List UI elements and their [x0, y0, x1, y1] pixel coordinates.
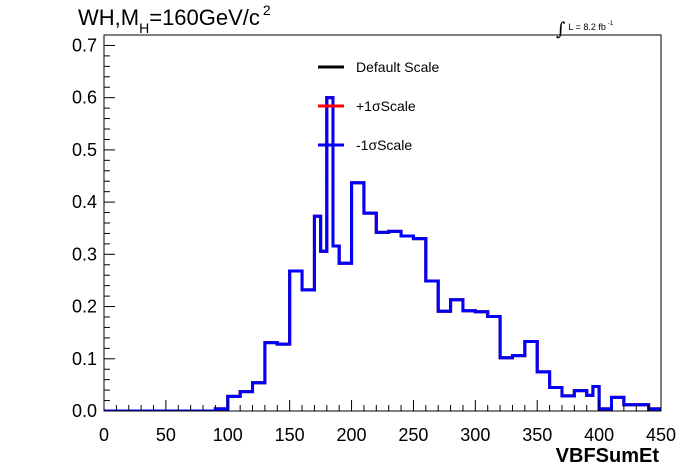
- y-tick-label: 0.6: [72, 88, 97, 108]
- title-superscript: 2: [262, 2, 271, 18]
- y-tick-label: 0.2: [72, 297, 97, 317]
- x-tick-label: 250: [398, 425, 428, 445]
- legend-label-1: +1σScale: [356, 98, 416, 114]
- luminosity-label: ∫ L = 8.2 fb -1: [556, 14, 614, 40]
- title-mass: =160GeV/c: [149, 5, 260, 30]
- legend-label-0: Default Scale: [356, 59, 439, 75]
- y-tick-label: 0.3: [72, 244, 97, 264]
- x-tick-label: 100: [213, 425, 243, 445]
- chart-title: WH,MH=160GeV/c 2: [78, 2, 271, 36]
- y-tick-label: 0.7: [72, 35, 97, 55]
- x-tick-label: 200: [337, 425, 367, 445]
- legend-label-2: -1σScale: [356, 137, 412, 153]
- y-tick-label: 0.1: [72, 349, 97, 369]
- x-tick-label: 150: [275, 425, 305, 445]
- integral-symbol: ∫: [556, 19, 566, 40]
- x-tick-label: 350: [522, 425, 552, 445]
- x-tick-label: 400: [584, 425, 614, 445]
- y-tick-label: 0.0: [72, 401, 97, 421]
- x-axis-title: VBFSumEt: [556, 445, 660, 467]
- y-tick-label: 0.4: [72, 192, 97, 212]
- series-layer: [104, 96, 661, 411]
- axes-layer: 0 50 100 150 200 250 300 350 400 450 0.0 0.1 0.2 0.3 0…: [72, 34, 676, 445]
- title-process: WH,M: [78, 5, 140, 30]
- series-line-2: [104, 96, 661, 411]
- luminosity-text: L = 8.2 fb: [568, 22, 606, 32]
- title-subscript: H: [139, 20, 150, 36]
- y-tick-label: 0.5: [72, 140, 97, 160]
- x-tick-label: 50: [156, 425, 176, 445]
- x-tick-label: 450: [646, 425, 676, 445]
- plot-frame: [103, 34, 662, 412]
- x-tick-label: 300: [460, 425, 490, 445]
- luminosity-superscript: -1: [607, 21, 614, 27]
- x-tick-label: 0: [99, 425, 109, 445]
- legend: Default Scale +1σScale -1σScale: [318, 59, 439, 153]
